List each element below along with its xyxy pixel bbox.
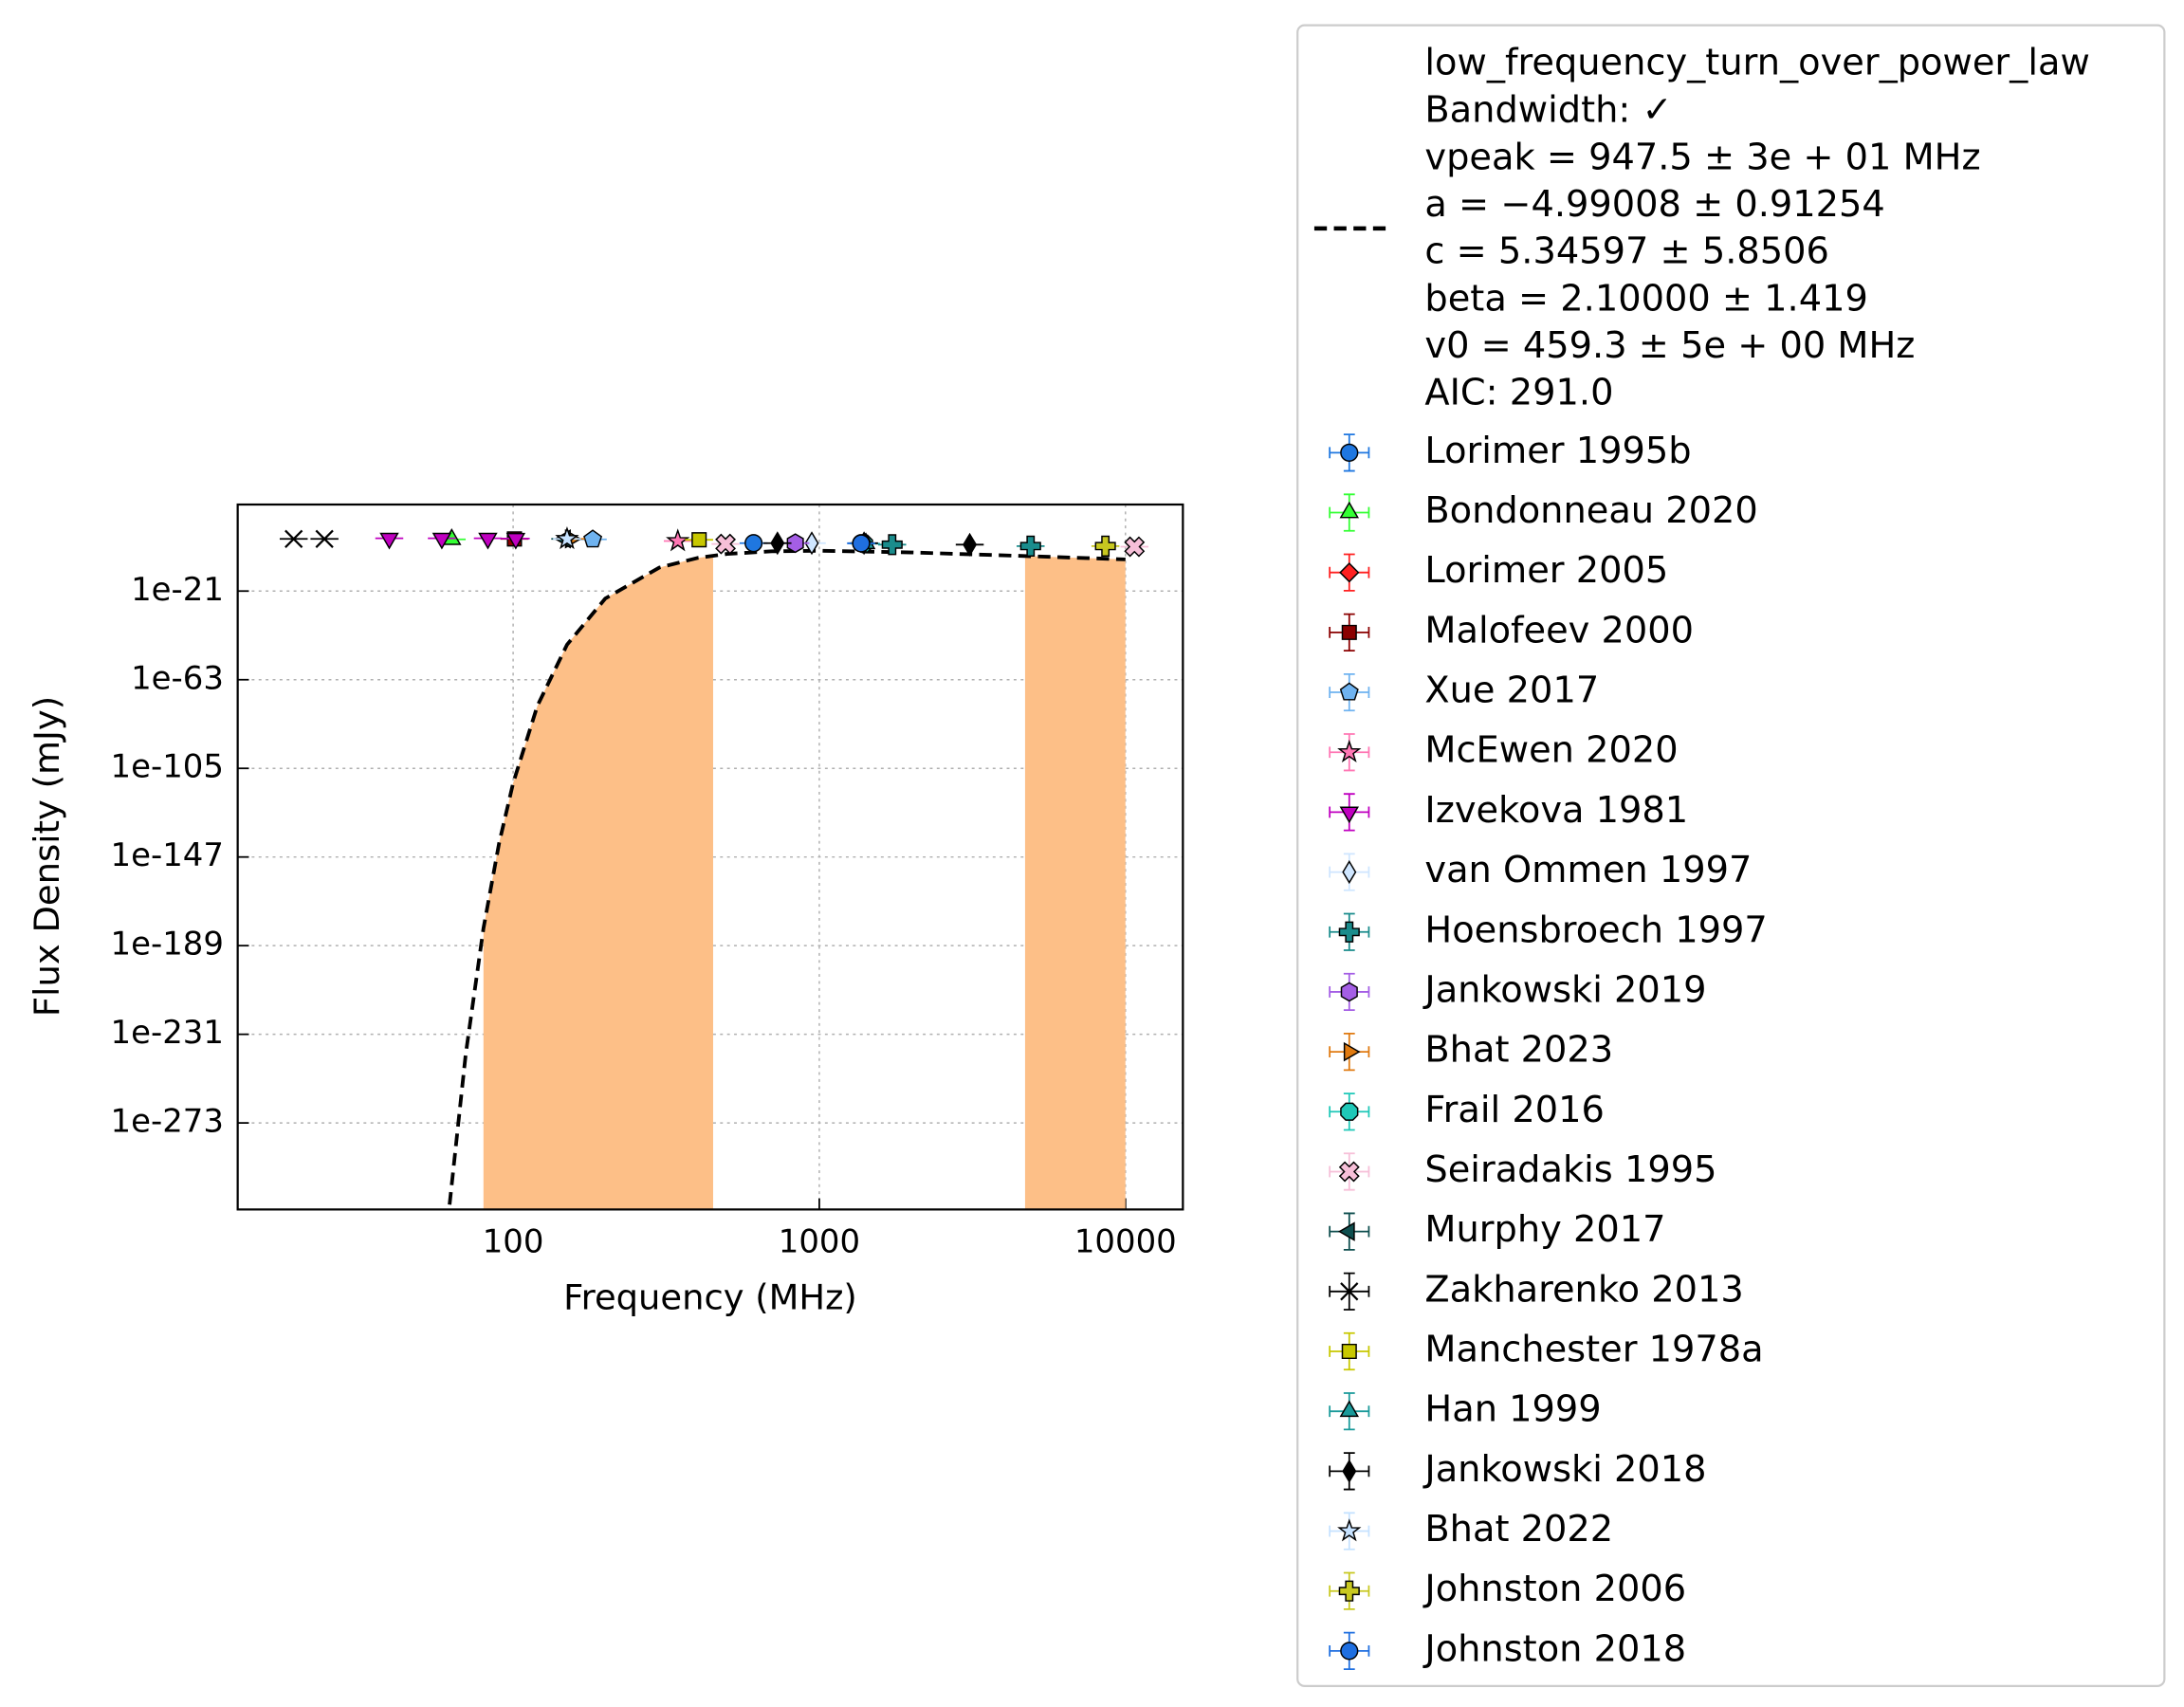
data-point: [505, 532, 526, 550]
legend-label: Murphy 2017: [1424, 1208, 1665, 1251]
legend-marker: [1339, 562, 1360, 583]
plot-area: [279, 525, 1149, 1205]
data-point: [379, 532, 399, 550]
legend-marker: [1342, 1459, 1357, 1483]
data-point: [315, 529, 334, 548]
data-point: [1019, 535, 1041, 557]
data-point: [786, 533, 804, 554]
legend-label: Zakharenko 2013: [1424, 1268, 1743, 1311]
legend-marker: [1339, 806, 1360, 824]
legend-label: Izvekova 1981: [1424, 789, 1688, 832]
legend-marker: [1339, 501, 1360, 519]
legend-marker: [1341, 1343, 1357, 1360]
legend-label: Xue 2017: [1424, 670, 1599, 712]
legend-label: Hoensbroech 1997: [1424, 909, 1767, 951]
legend-marker: [1338, 1161, 1360, 1183]
legend-label: Frail 2016: [1424, 1089, 1604, 1131]
legend-marker: [1337, 739, 1362, 763]
legend-fit-detail: beta = 2.10000 ± 1.419: [1424, 277, 1867, 320]
shaded-region: [483, 550, 713, 1210]
data-point: [1094, 535, 1116, 557]
data-point: [963, 532, 978, 557]
data-point: [804, 531, 819, 556]
legend-label: van Ommen 1997: [1424, 849, 1752, 891]
legend-fit-detail: v0 = 459.3 ± 5e + 00 MHz: [1424, 324, 1915, 367]
legend-fit-detail: a = −4.99008 ± 0.91254: [1424, 183, 1884, 226]
y-tick-label: 1e-231: [111, 1014, 224, 1052]
data-point: [881, 534, 903, 556]
legend-marker: [1340, 443, 1359, 462]
data-point: [666, 528, 690, 552]
legend-label: Manchester 1978a: [1424, 1328, 1763, 1370]
legend-label: Lorimer 1995b: [1424, 430, 1691, 472]
legend-marker: [1337, 1221, 1355, 1241]
x-tick-label: 10000: [1074, 1222, 1177, 1260]
legend-marker: [1340, 982, 1358, 1002]
data-point: [478, 532, 498, 550]
legend-label: Malofeev 2000: [1424, 609, 1694, 652]
legend-label: McEwen 2020: [1424, 729, 1678, 772]
data-point: [852, 534, 871, 553]
y-axis-label: Flux Density (mJy): [27, 696, 67, 1017]
legend-marker: [1342, 860, 1357, 885]
shaded-group: [483, 550, 1126, 1210]
legend-label: Han 1999: [1424, 1388, 1601, 1431]
legend-marker: [1340, 1102, 1359, 1121]
data-point: [744, 534, 763, 553]
y-tick-label: 1e-21: [131, 571, 224, 609]
x-axis-label: Frequency (MHz): [563, 1276, 857, 1317]
data-point: [1124, 536, 1146, 558]
legend-fit-detail: c = 5.34597 ± 5.8506: [1424, 230, 1829, 273]
data-point: [715, 533, 737, 555]
y-tick-label: 1e-273: [111, 1103, 224, 1141]
legend-marker: [1340, 1282, 1359, 1301]
legend-label: Bhat 2022: [1424, 1508, 1613, 1551]
legend-marker: [1339, 682, 1359, 701]
legend-label: low_frequency_turn_over_power_law: [1424, 41, 2089, 83]
legend-marker: [1341, 624, 1357, 640]
legend-marker: [1337, 1518, 1362, 1542]
y-tick-label: 1e-147: [111, 836, 224, 874]
data-point: [284, 529, 303, 548]
legend-marker: [1339, 1400, 1360, 1418]
shaded-region: [1024, 550, 1126, 1210]
legend-label: Jankowski 2019: [1422, 968, 1706, 1011]
legend-label: Seiradakis 1995: [1424, 1148, 1716, 1191]
legend-marker: [1338, 1580, 1360, 1602]
legend-marker: [1340, 1642, 1359, 1661]
legend-label: Bhat 2023: [1424, 1029, 1613, 1072]
data-point: [691, 532, 707, 548]
legend-fit-detail: Bandwidth: ✓: [1424, 89, 1672, 132]
y-tick-label: 1e-105: [111, 748, 224, 786]
legend-label: Lorimer 2005: [1424, 549, 1668, 592]
legend-label: Johnston 2018: [1422, 1627, 1686, 1670]
legend-label: Bondonneau 2020: [1424, 489, 1757, 532]
axes-frame: [236, 503, 1184, 1211]
y-tick-label: 1e-189: [111, 926, 224, 964]
x-tick-label: 100: [483, 1222, 544, 1260]
legend-marker: [1338, 921, 1360, 943]
data-point: [770, 531, 785, 556]
legend-fit-detail: AIC: 291.0: [1424, 372, 1613, 414]
data-point: [583, 529, 603, 548]
legend-label: Johnston 2006: [1422, 1568, 1686, 1610]
y-tick-label: 1e-63: [131, 659, 224, 697]
legend-fit-detail: vpeak = 947.5 ± 3e + 01 MHz: [1424, 136, 1980, 178]
data-point: [431, 532, 452, 550]
x-tick-label: 1000: [779, 1222, 860, 1260]
legend-marker: [1343, 1041, 1361, 1062]
legend-box: [1296, 24, 2166, 1687]
legend-label: Jankowski 2018: [1422, 1448, 1706, 1491]
data-point: [555, 525, 579, 550]
